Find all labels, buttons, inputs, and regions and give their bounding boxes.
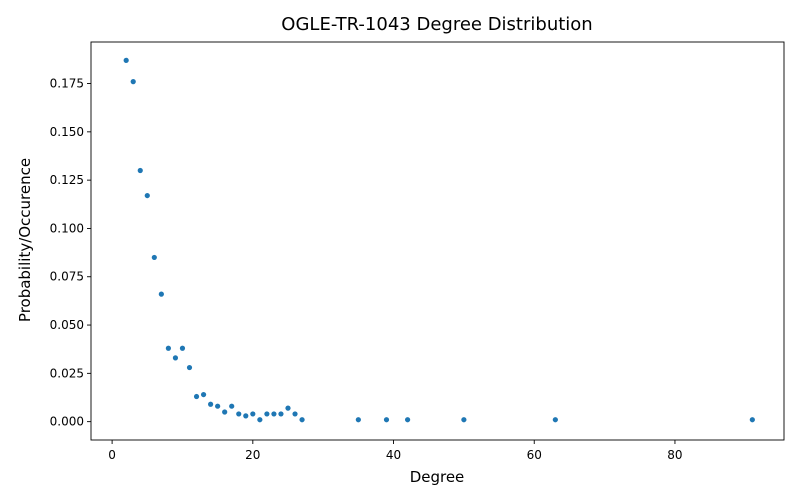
data-point — [165, 345, 171, 351]
y-tick-label: 0.100 — [50, 221, 84, 235]
data-point — [250, 411, 256, 417]
data-points — [123, 57, 755, 423]
data-point — [158, 291, 164, 297]
data-point — [461, 417, 467, 423]
data-point — [299, 417, 305, 423]
data-point — [172, 355, 179, 361]
data-point — [257, 417, 263, 423]
chart-title: OGLE-TR-1043 Degree Distribution — [281, 14, 592, 35]
y-axis-label: Probability/Occurence — [16, 158, 34, 322]
x-axis-ticks: 0 20 40 60 80 — [108, 440, 683, 462]
data-point — [151, 254, 157, 261]
data-point — [383, 417, 390, 423]
y-tick-label: 0.000 — [50, 415, 84, 429]
data-point — [186, 364, 193, 371]
y-tick-label: 0.125 — [50, 173, 84, 187]
y-axis-ticks: 0.000 0.025 0.050 0.075 0.100 0.125 0.150 0.175 — [50, 77, 91, 429]
data-point — [243, 413, 249, 419]
data-point — [278, 411, 284, 417]
data-point — [292, 411, 298, 417]
data-point — [355, 417, 361, 423]
x-tick-label: 80 — [667, 448, 682, 462]
plot-frame — [90, 41, 785, 441]
y-tick-label: 0.050 — [50, 318, 84, 332]
data-point — [222, 409, 228, 415]
data-point — [552, 417, 558, 423]
y-tick-label: 0.025 — [50, 366, 84, 380]
y-tick-label: 0.075 — [50, 270, 84, 284]
x-tick-label: 0 — [108, 448, 116, 462]
data-point — [144, 192, 150, 199]
data-point — [264, 411, 270, 417]
data-point — [215, 403, 221, 409]
y-tick-label: 0.175 — [50, 77, 84, 91]
data-point — [236, 411, 242, 417]
data-point — [749, 417, 755, 423]
data-point — [271, 411, 277, 417]
data-point — [179, 345, 186, 351]
x-tick-label: 60 — [527, 448, 542, 462]
x-tick-label: 40 — [386, 448, 401, 462]
data-point — [123, 57, 129, 63]
plot-area — [90, 41, 785, 441]
x-tick-label: 20 — [245, 448, 260, 462]
data-point — [229, 403, 235, 409]
data-point — [404, 417, 411, 423]
data-point — [285, 405, 291, 411]
x-axis-label: Degree — [410, 468, 465, 486]
data-point — [208, 401, 214, 407]
data-point — [193, 393, 200, 400]
data-point — [200, 391, 207, 398]
data-point — [137, 167, 143, 174]
data-point — [130, 79, 136, 85]
y-tick-label: 0.150 — [50, 125, 84, 139]
